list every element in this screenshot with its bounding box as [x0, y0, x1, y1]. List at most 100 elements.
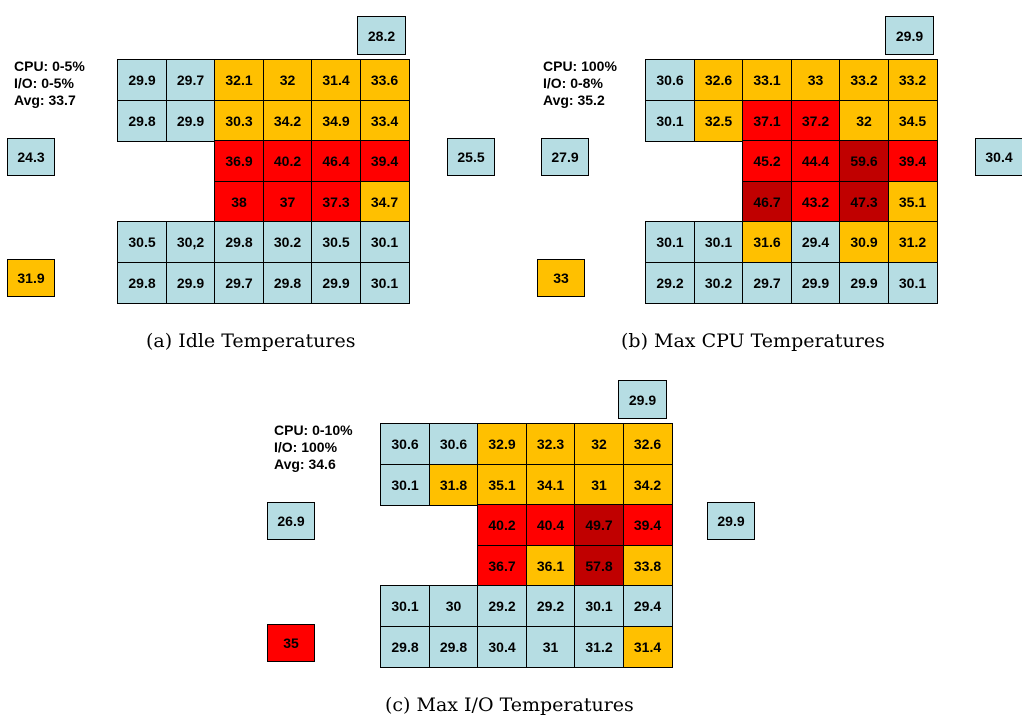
- sensor-cell: 31: [574, 463, 624, 506]
- sensor-cell: 31.8: [428, 463, 479, 506]
- sensor-cell: 31.6: [742, 221, 792, 263]
- sensor-cell: 29.7: [165, 59, 216, 101]
- sensor-cell: 30.2: [262, 221, 313, 263]
- sensor-cell: 31.4: [311, 59, 361, 101]
- sensor-cell: 29.2: [645, 261, 695, 304]
- sensor-cell: 30.2: [693, 261, 744, 304]
- sensor-cell: 32.9: [477, 423, 527, 465]
- sensor-cell: 34.7: [359, 180, 410, 223]
- sensor-cell: 43.2: [790, 180, 841, 223]
- sensor-cell: 30.1: [887, 261, 938, 304]
- info-line: I/O: 0-5%: [14, 75, 74, 91]
- sensor-cell: 29.8: [117, 99, 167, 142]
- info-line: CPU: 0-10%: [274, 422, 353, 438]
- sensor-cell: 44.4: [790, 140, 841, 182]
- panel-caption: (b) Max CPU Temperatures: [621, 330, 885, 352]
- info-line: Avg: 33.7: [14, 92, 76, 108]
- utilization-info: CPU: 100% I/O: 0-8% Avg: 35.2: [543, 58, 617, 109]
- info-line: Avg: 35.2: [543, 92, 605, 108]
- sensor-left-mid: 27.9: [541, 138, 589, 176]
- sensor-top-right: 29.9: [618, 380, 667, 419]
- sensor-cell: 32.5: [693, 99, 744, 142]
- sensor-cell: 34.1: [525, 463, 576, 506]
- sensor-cell: 30: [428, 585, 479, 627]
- sensor-cell: 30.1: [359, 261, 410, 304]
- sensor-cell: 39.4: [622, 504, 673, 546]
- sensor-cell: 32: [262, 59, 313, 101]
- sensor-cell: 31.4: [622, 625, 673, 668]
- sensor-cell: 30.9: [839, 221, 889, 263]
- sensor-cell: 32.1: [214, 59, 264, 101]
- sensor-cell: 30.3: [214, 99, 264, 142]
- sensor-cell: 31.2: [574, 625, 624, 668]
- sensor-cell: 30.1: [693, 221, 744, 263]
- sensor-cell: 36.7: [477, 544, 527, 587]
- sensor-cell: 30.1: [380, 585, 430, 627]
- sensor-cell: 33.2: [839, 59, 889, 101]
- sensor-cell: 29.4: [622, 585, 673, 627]
- sensor-right-mid: 25.5: [447, 138, 495, 176]
- sensor-cell: 59.6: [839, 140, 889, 182]
- sensor-cell: 29.9: [839, 261, 889, 304]
- sensor-cell: 37.3: [311, 180, 361, 223]
- sensor-cell: 34.2: [622, 463, 673, 506]
- sensor-top-right: 28.2: [357, 16, 406, 55]
- sensor-cell: 31: [525, 625, 576, 668]
- sensor-cell: 30.1: [359, 221, 410, 263]
- sensor-cell: 30.6: [380, 423, 430, 465]
- sensor-cell: 31.2: [887, 221, 938, 263]
- sensor-cell: 57.8: [574, 544, 624, 587]
- sensor-cell: 29.9: [790, 261, 841, 304]
- sensor-cell: 37.2: [790, 99, 841, 142]
- panel-caption: (a) Idle Temperatures: [146, 330, 356, 352]
- sensor-cell: 29.8: [428, 625, 479, 668]
- sensor-cell: 36.1: [525, 544, 576, 587]
- info-line: I/O: 0-8%: [543, 75, 603, 91]
- sensor-left-mid: 26.9: [267, 502, 315, 540]
- sensor-cell: 40.4: [525, 504, 576, 546]
- sensor-cell: 32.6: [693, 59, 744, 101]
- sensor-left-bottom: 33: [537, 259, 585, 297]
- sensor-cell: 34.9: [311, 99, 361, 142]
- sensor-cell: 29.9: [165, 261, 216, 304]
- sensor-cell: 29.2: [477, 585, 527, 627]
- sensor-cell: 32.6: [622, 423, 673, 465]
- sensor-cell: 32.3: [525, 423, 576, 465]
- sensor-cell: 32: [574, 423, 624, 465]
- sensor-cell: 29.8: [262, 261, 313, 304]
- sensor-cell: 35.1: [887, 180, 938, 223]
- sensor-cell: 35.1: [477, 463, 527, 506]
- sensor-cell: 29.7: [214, 261, 264, 304]
- utilization-info: CPU: 0-10% I/O: 100% Avg: 34.6: [274, 422, 353, 473]
- info-line: CPU: 100%: [543, 58, 617, 74]
- sensor-cell: 33.2: [887, 59, 938, 101]
- panel-caption: (c) Max I/O Temperatures: [385, 694, 634, 716]
- sensor-cell: 30.6: [428, 423, 479, 465]
- sensor-cell: 46.4: [311, 140, 361, 182]
- sensor-cell: 39.4: [887, 140, 938, 182]
- sensor-top-right: 29.9: [885, 16, 934, 55]
- info-line: Avg: 34.6: [274, 456, 336, 472]
- sensor-cell: 30.4: [477, 625, 527, 668]
- sensor-cell: 30.6: [645, 59, 695, 101]
- panel-idle: CPU: 0-5% I/O: 0-5% Avg: 33.7 29.9 29.7 32.1 3…: [0, 0, 500, 360]
- sensor-right-mid: 29.9: [707, 502, 755, 540]
- sensor-cell: 30.5: [117, 221, 167, 263]
- sensor-cell: 37.1: [742, 99, 792, 142]
- sensor-cell: 33: [790, 59, 841, 101]
- sensor-cell: 32: [839, 99, 889, 142]
- sensor-cell: 29.2: [525, 585, 576, 627]
- sensor-cell: 29.9: [311, 261, 361, 304]
- sensor-cell: 40.2: [262, 140, 313, 182]
- sensor-left-bottom: 35: [267, 624, 315, 662]
- sensor-cell: 30.1: [380, 463, 430, 506]
- sensor-cell: 40.2: [477, 504, 527, 546]
- sensor-cell: 49.7: [574, 504, 624, 546]
- sensor-cell: 34.2: [262, 99, 313, 142]
- info-line: I/O: 100%: [274, 439, 338, 455]
- sensor-cell: 30.1: [574, 585, 624, 627]
- sensor-cell: 36.9: [214, 140, 264, 182]
- info-line: CPU: 0-5%: [14, 58, 85, 74]
